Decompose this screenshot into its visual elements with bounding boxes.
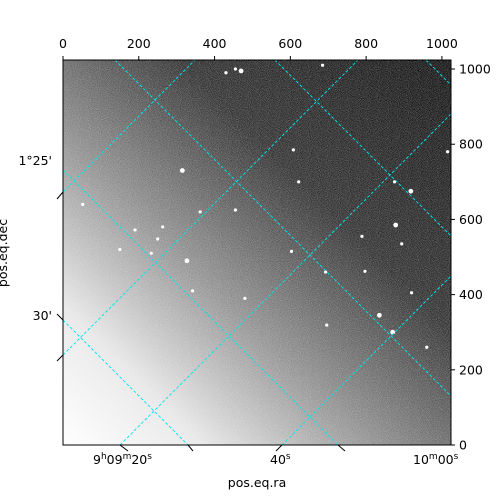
top-tick-label: 800 xyxy=(354,36,378,51)
grid-line xyxy=(274,60,451,237)
dec-tick-label: 30' xyxy=(33,308,52,323)
left-dec-axis: 1°25' 30' xyxy=(18,153,64,362)
star xyxy=(408,188,414,194)
star xyxy=(363,269,367,273)
star xyxy=(149,251,153,255)
star xyxy=(392,180,397,184)
right-tick-label: 200 xyxy=(459,362,483,377)
star xyxy=(297,180,301,184)
top-tick-label: 600 xyxy=(278,36,302,51)
right-pixel-axis: 0 200 400 600 800 1000 xyxy=(451,62,491,453)
ra-tick-label: 40s xyxy=(270,452,291,467)
star xyxy=(198,210,202,214)
plot-frame xyxy=(62,59,452,446)
right-tick-label: 600 xyxy=(459,212,483,227)
grid-line xyxy=(119,113,451,445)
right-tick-label: 1000 xyxy=(459,62,491,77)
star xyxy=(243,296,247,300)
star xyxy=(445,150,450,154)
star xyxy=(376,312,382,318)
grid-line xyxy=(425,60,451,86)
star xyxy=(233,67,238,71)
star xyxy=(323,270,328,274)
top-tick-label: 200 xyxy=(127,36,151,51)
ra-tick xyxy=(337,444,346,452)
star xyxy=(118,247,122,252)
star xyxy=(156,237,160,241)
ra-tick xyxy=(187,444,194,452)
star xyxy=(325,323,329,327)
star xyxy=(360,234,364,238)
y-axis-label: pos.eq.dec xyxy=(0,219,10,287)
grid-line xyxy=(63,319,189,445)
grid-line xyxy=(63,60,196,193)
right-tick-label: 800 xyxy=(459,137,483,152)
right-tick-label: 0 xyxy=(459,438,467,453)
ra-tick xyxy=(119,444,129,452)
top-tick-label: 0 xyxy=(59,36,67,51)
stars-layer xyxy=(81,63,450,349)
ra-tick-label: 10m00s xyxy=(413,452,459,467)
top-tick-label: 1000 xyxy=(426,36,458,51)
star xyxy=(393,222,399,228)
star xyxy=(320,63,325,67)
star xyxy=(179,168,185,173)
ra-tick xyxy=(275,444,283,452)
grid-line xyxy=(63,60,359,356)
x-axis-label: pos.eq.ra xyxy=(228,475,286,490)
star xyxy=(425,345,429,349)
coordinate-grid xyxy=(63,60,451,445)
dec-tick xyxy=(56,354,64,362)
star xyxy=(291,148,295,152)
star xyxy=(133,228,137,232)
grid-line xyxy=(114,60,451,397)
star xyxy=(184,258,190,264)
star xyxy=(190,289,195,293)
star xyxy=(400,242,404,246)
bottom-ra-axis: 9h09m20s 40s 10m00s xyxy=(93,444,459,467)
star xyxy=(238,68,244,74)
star xyxy=(224,71,228,75)
star xyxy=(233,208,238,212)
dec-tick xyxy=(56,191,64,200)
dec-tick xyxy=(56,313,64,321)
star xyxy=(289,249,294,253)
star xyxy=(81,202,85,206)
star xyxy=(161,225,165,229)
star xyxy=(409,291,414,295)
top-tick-label: 400 xyxy=(203,36,227,51)
dec-tick-label: 1°25' xyxy=(18,153,52,168)
top-pixel-axis: 0 200 400 600 800 1000 xyxy=(59,36,458,60)
ra-tick-label: 9h09m20s xyxy=(93,452,152,467)
right-tick-label: 400 xyxy=(459,287,483,302)
